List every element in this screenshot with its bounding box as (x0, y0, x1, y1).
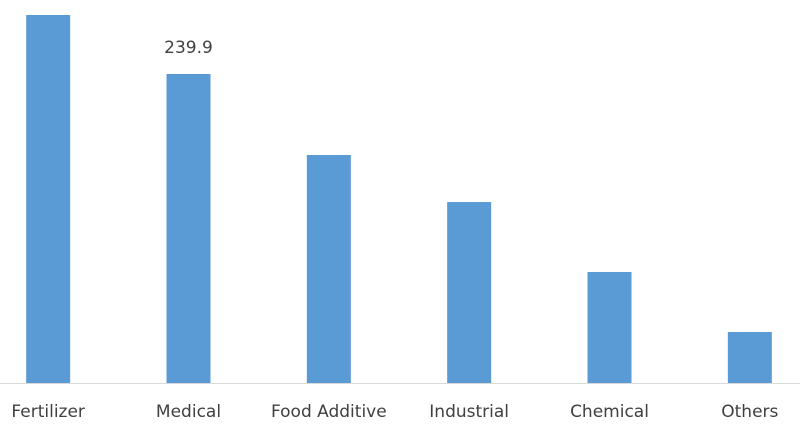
bar (26, 15, 71, 383)
x-tick-label: Medical (156, 402, 221, 422)
x-tick-label: Others (721, 402, 778, 422)
x-tick-label: Industrial (429, 402, 509, 422)
bar (587, 271, 632, 383)
x-tick-label: Food Additive (271, 402, 387, 422)
x-tick-label: Chemical (570, 402, 649, 422)
data-label: 239.9 (164, 38, 213, 58)
bar (166, 73, 211, 383)
bar (447, 202, 492, 383)
bar (306, 155, 351, 383)
x-tick-label: Fertilizer (11, 402, 85, 422)
bar (727, 331, 772, 383)
